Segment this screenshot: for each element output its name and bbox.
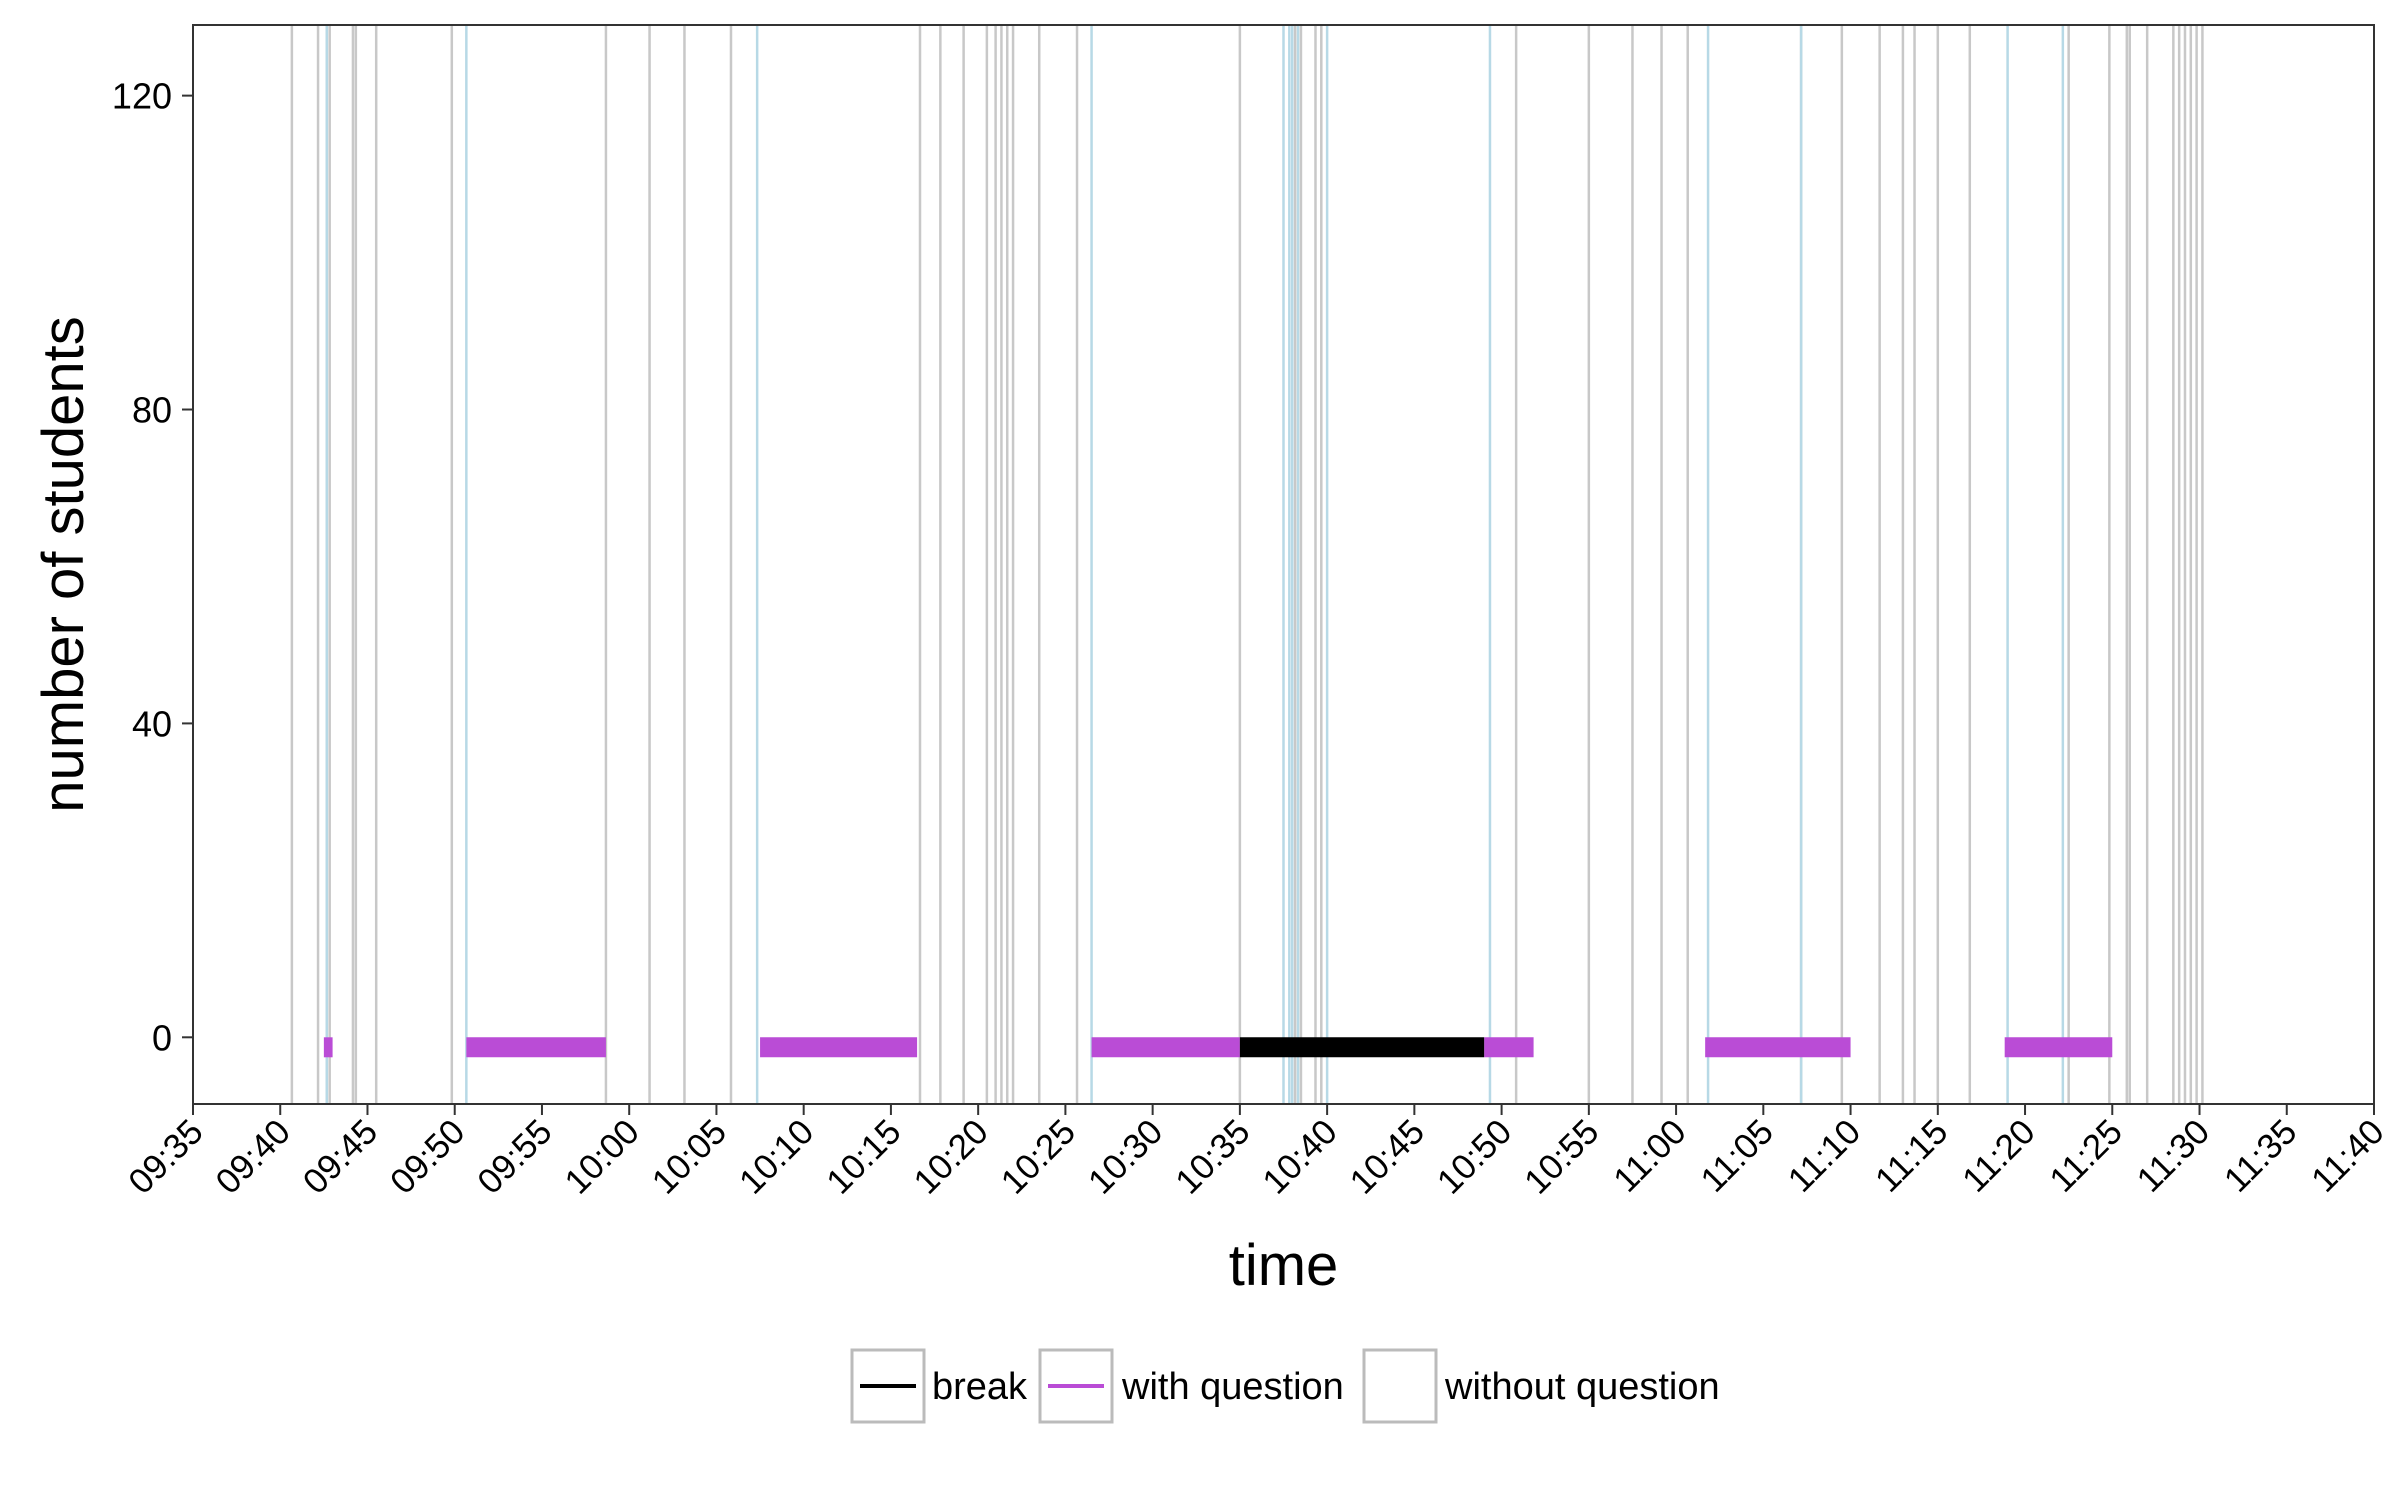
x-tick-label: 11:30 (2129, 1112, 2217, 1200)
event-lines-layer (290, 25, 2204, 1104)
x-tick-label: 11:20 (1955, 1112, 2043, 1200)
x-tick-label: 11:05 (1693, 1112, 1781, 1200)
x-tick-label: 11:35 (2217, 1112, 2305, 1200)
x-tick-label: 10:05 (645, 1112, 735, 1202)
y-axis-title: number of students (31, 316, 96, 813)
x-tick-label: 10:55 (1517, 1112, 1607, 1202)
x-tick-label: 09:55 (470, 1112, 560, 1202)
y-axis: 0 40 80 120 (112, 76, 193, 1058)
y-tick-label: 40 (132, 703, 172, 744)
legend: break with question without question (850, 1348, 1720, 1424)
y-tick-label: 80 (132, 390, 172, 431)
x-tick-label: 10:45 (1343, 1112, 1433, 1202)
legend-label: with question (1121, 1366, 1344, 1408)
x-tick-label: 11:00 (1606, 1112, 1694, 1200)
x-tick-label: 10:50 (1430, 1112, 1520, 1202)
x-tick-label: 10:40 (1255, 1112, 1345, 1202)
x-tick-label: 10:15 (819, 1112, 909, 1202)
x-tick-label: 10:30 (1081, 1112, 1171, 1202)
x-tick-label: 11:40 (2304, 1112, 2392, 1200)
x-tick-label: 09:50 (383, 1112, 473, 1202)
legend-label: without question (1444, 1366, 1720, 1408)
legend-label: break (932, 1366, 1028, 1408)
x-tick-label: 09:35 (121, 1112, 211, 1202)
x-tick-label: 10:20 (906, 1112, 996, 1202)
legend-key (1362, 1348, 1438, 1424)
x-tick-label: 11:25 (2042, 1112, 2130, 1200)
x-axis-title: time (1229, 1233, 1339, 1298)
x-tick-label: 10:10 (732, 1112, 822, 1202)
x-tick-label: 11:15 (1868, 1112, 1956, 1200)
x-tick-label: 10:00 (557, 1112, 647, 1202)
plot-panel-border (192, 24, 2375, 1105)
x-axis: 09:3509:4009:4509:5009:5510:0010:0510:10… (121, 1104, 2392, 1202)
x-tick-label: 09:40 (208, 1112, 298, 1202)
x-tick-label: 11:10 (1781, 1112, 1869, 1200)
y-tick-label: 0 (152, 1017, 172, 1058)
x-tick-label: 10:35 (1168, 1112, 1258, 1202)
y-tick-label: 120 (112, 76, 172, 117)
x-tick-label: 10:25 (994, 1112, 1084, 1202)
x-tick-label: 09:45 (296, 1112, 386, 1202)
